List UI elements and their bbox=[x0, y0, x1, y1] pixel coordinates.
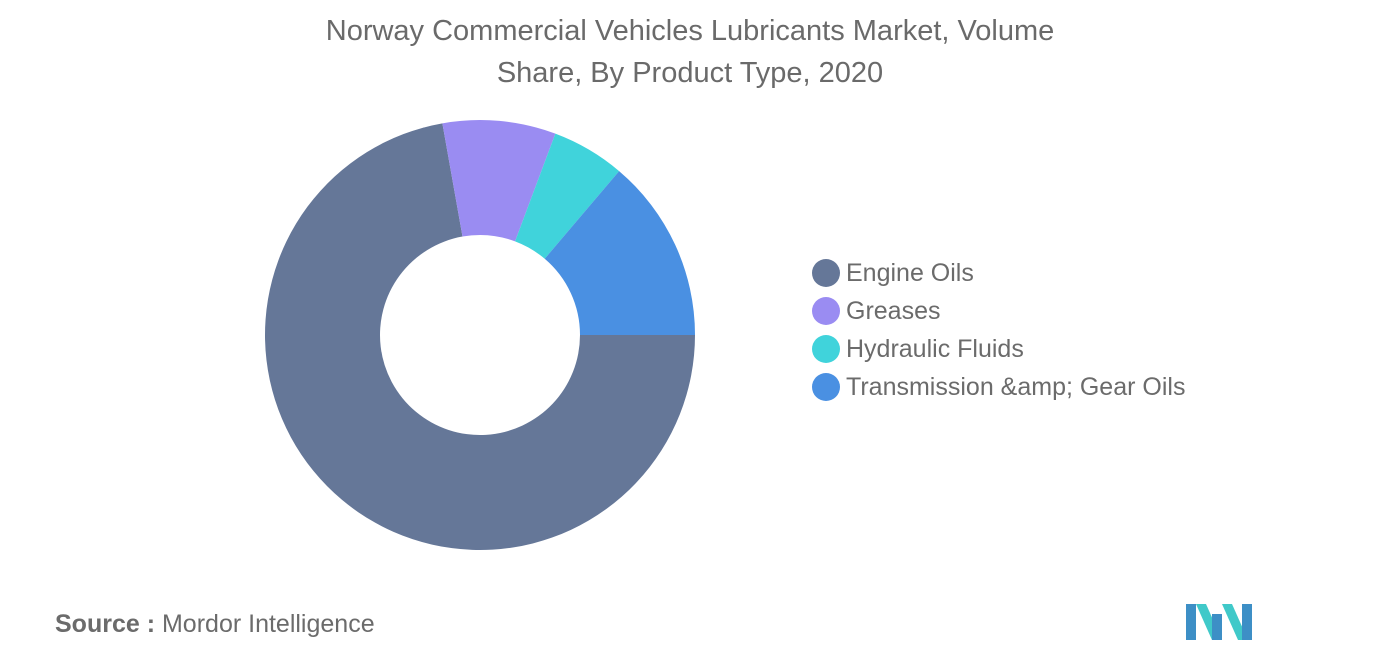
logo-shape-middle bbox=[1212, 614, 1222, 640]
chart-title: Norway Commercial Vehicles Lubricants Ma… bbox=[0, 10, 1376, 94]
donut-slice-hydraulic-fluids bbox=[515, 133, 620, 259]
legend-label-transmission-gear-oils: Transmission &amp; Gear Oils bbox=[846, 372, 1186, 401]
legend-label-hydraulic-fluids: Hydraulic Fluids bbox=[846, 334, 1024, 363]
logo-shape-left bbox=[1186, 604, 1196, 640]
legend-label-engine-oils: Engine Oils bbox=[846, 258, 974, 287]
source-label: Source : bbox=[55, 610, 156, 638]
logo-shape-right bbox=[1242, 604, 1252, 640]
legend-item-hydraulic-fluids: Hydraulic Fluids bbox=[812, 330, 1185, 368]
chart-title-line-1: Norway Commercial Vehicles Lubricants Ma… bbox=[325, 15, 1055, 47]
donut-slice-engine-oils bbox=[265, 123, 695, 551]
legend-item-transmission-gear-oils: Transmission &amp; Gear Oils bbox=[812, 368, 1185, 406]
chart-title-line-2: Share, By Product Type, 2020 bbox=[496, 57, 884, 89]
source-text: Mordor Intelligence bbox=[161, 610, 375, 638]
legend-swatch-transmission-gear-oils bbox=[812, 373, 840, 401]
logo-shape-diagonal-2 bbox=[1222, 604, 1248, 640]
legend-swatch-engine-oils bbox=[812, 259, 840, 287]
legend-swatch-hydraulic-fluids bbox=[812, 335, 840, 363]
donut-slice-transmission-amp-gear-oils bbox=[544, 171, 695, 335]
mordor-intelligence-logo-icon bbox=[1186, 604, 1252, 640]
legend-label-greases: Greases bbox=[846, 296, 941, 325]
legend-item-greases: Greases bbox=[812, 292, 1185, 330]
donut-chart bbox=[265, 120, 695, 551]
chart-legend: Engine Oils Greases Hydraulic Fluids Tra… bbox=[812, 254, 1185, 406]
donut-slice-greases bbox=[442, 120, 556, 242]
source-note: Source : Mordor Intelligence bbox=[55, 610, 375, 639]
legend-item-engine-oils: Engine Oils bbox=[812, 254, 1185, 292]
legend-swatch-greases bbox=[812, 297, 840, 325]
